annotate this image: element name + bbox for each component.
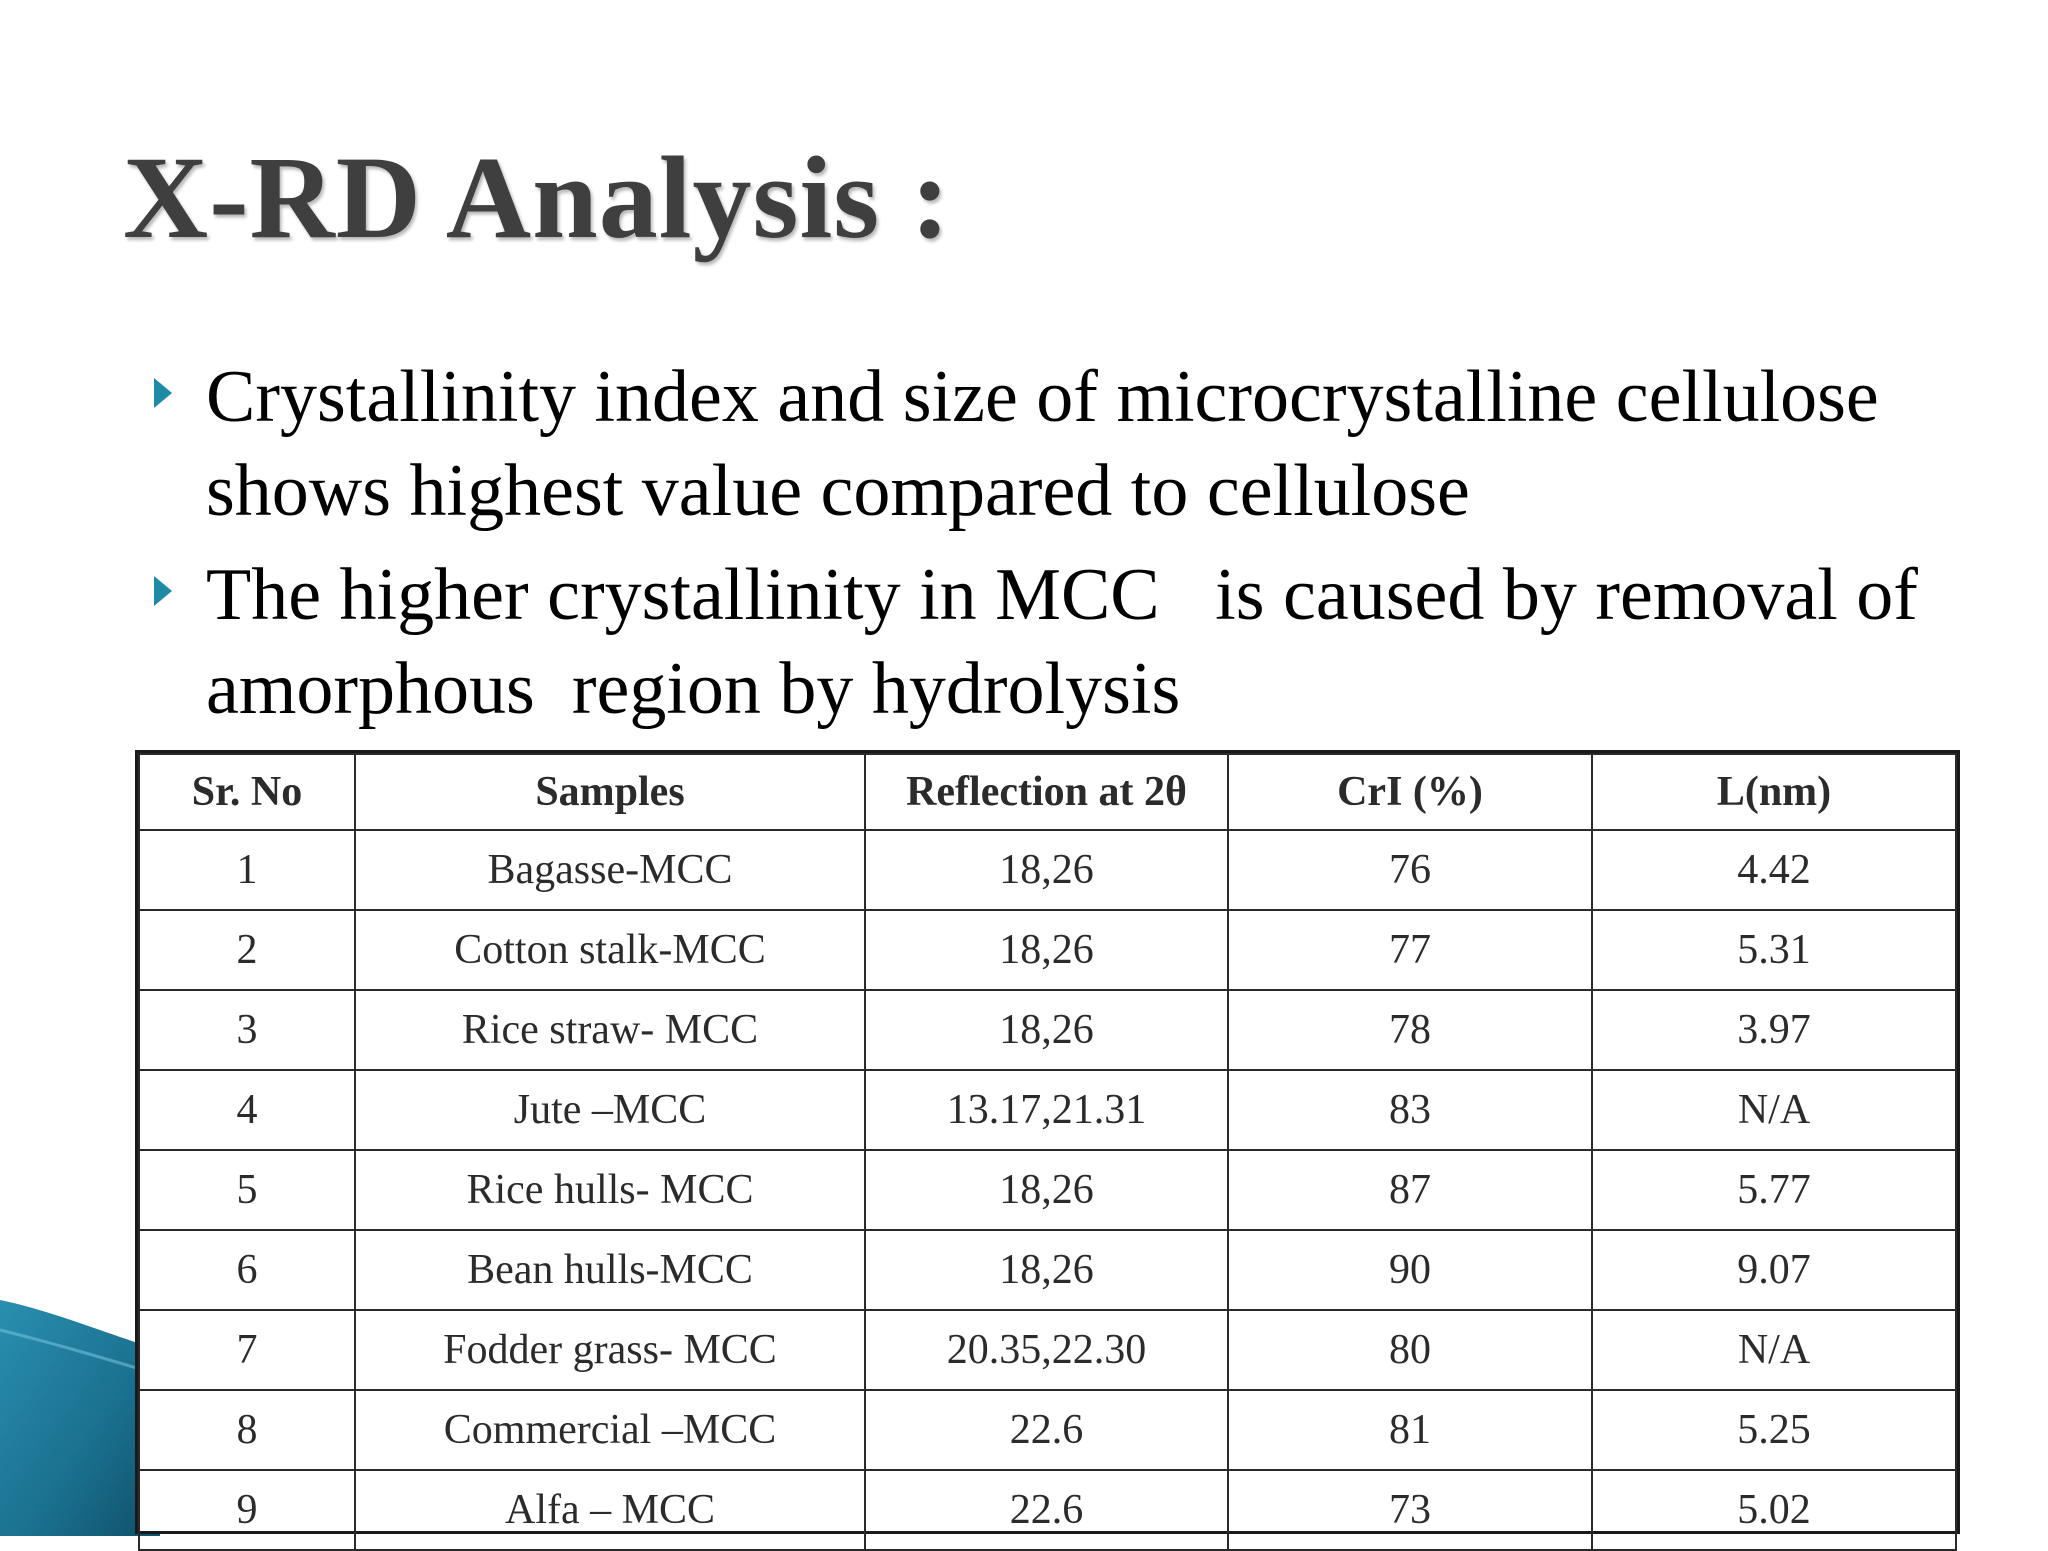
table-row: 2 Cotton stalk-MCC 18,26 77 5.31 xyxy=(138,909,1957,991)
cell-sr-no: 3 xyxy=(138,989,356,1071)
cell-cri: 83 xyxy=(1227,1069,1593,1151)
cell-l-nm: 9.07 xyxy=(1591,1229,1957,1311)
cell-reflection: 18,26 xyxy=(864,1229,1229,1311)
cell-sample: Jute –MCC xyxy=(354,1069,866,1151)
cell-reflection: 18,26 xyxy=(864,909,1229,991)
cell-sample: Bagasse-MCC xyxy=(354,829,866,911)
cell-l-nm: N/A xyxy=(1591,1069,1957,1151)
table-row: 5 Rice hulls- MCC 18,26 87 5.77 xyxy=(138,1149,1957,1231)
cell-sr-no: 8 xyxy=(138,1389,356,1471)
bullet-text: The higher crystallinity in MCC is cause… xyxy=(206,554,1937,730)
cell-reflection: 22.6 xyxy=(864,1469,1229,1551)
table-row: 6 Bean hulls-MCC 18,26 90 9.07 xyxy=(138,1229,1957,1311)
cell-sr-no: 6 xyxy=(138,1229,356,1311)
cell-sr-no: 9 xyxy=(138,1469,356,1551)
cell-l-nm: 5.31 xyxy=(1591,909,1957,991)
table-row: 7 Fodder grass- MCC 20.35,22.30 80 N/A xyxy=(138,1309,1957,1391)
cell-sample: Bean hulls-MCC xyxy=(354,1229,866,1311)
cell-cri: 77 xyxy=(1227,909,1593,991)
cell-cri: 90 xyxy=(1227,1229,1593,1311)
cell-sr-no: 4 xyxy=(138,1069,356,1151)
table-row: 4 Jute –MCC 13.17,21.31 83 N/A xyxy=(138,1069,1957,1151)
cell-cri: 81 xyxy=(1227,1389,1593,1471)
column-header-sr-no: Sr. No xyxy=(138,753,356,831)
table-row: 8 Commercial –MCC 22.6 81 5.25 xyxy=(138,1389,1957,1471)
data-table: Sr. No Samples Reflection at 2θ CrI (%) … xyxy=(138,753,1957,1551)
cell-l-nm: 5.02 xyxy=(1591,1469,1957,1551)
cell-l-nm: 3.97 xyxy=(1591,989,1957,1071)
cell-sample: Fodder grass- MCC xyxy=(354,1309,866,1391)
triangle-bullet-icon xyxy=(154,378,172,408)
slide-title: X-RD Analysis : xyxy=(123,132,951,263)
cell-cri: 76 xyxy=(1227,829,1593,911)
cell-sr-no: 5 xyxy=(138,1149,356,1231)
cell-cri: 73 xyxy=(1227,1469,1593,1551)
bullet-item: The higher crystallinity in MCC is cause… xyxy=(150,548,2030,736)
cell-l-nm: 5.25 xyxy=(1591,1389,1957,1471)
table-row: 3 Rice straw- MCC 18,26 78 3.97 xyxy=(138,989,1957,1071)
cell-l-nm: 4.42 xyxy=(1591,829,1957,911)
cell-reflection: 18,26 xyxy=(864,829,1229,911)
cell-sample: Cotton stalk-MCC xyxy=(354,909,866,991)
table-row: 9 Alfa – MCC 22.6 73 5.02 xyxy=(138,1469,1957,1551)
column-header-cri: CrI (%) xyxy=(1227,753,1593,831)
cell-sample: Alfa – MCC xyxy=(354,1469,866,1551)
cell-cri: 78 xyxy=(1227,989,1593,1071)
cell-reflection: 20.35,22.30 xyxy=(864,1309,1229,1391)
cell-sample: Rice straw- MCC xyxy=(354,989,866,1071)
xrd-results-table: Sr. No Samples Reflection at 2θ CrI (%) … xyxy=(135,750,1960,1551)
column-header-samples: Samples xyxy=(354,753,866,831)
cell-sample: Commercial –MCC xyxy=(354,1389,866,1471)
triangle-bullet-icon xyxy=(154,576,172,606)
cell-reflection: 13.17,21.31 xyxy=(864,1069,1229,1151)
bullet-list: Crystallinity index and size of microcry… xyxy=(150,350,2030,746)
cell-sr-no: 2 xyxy=(138,909,356,991)
column-header-l-nm: L(nm) xyxy=(1591,753,1957,831)
table-header-row: Sr. No Samples Reflection at 2θ CrI (%) … xyxy=(138,753,1957,831)
cell-reflection: 18,26 xyxy=(864,1149,1229,1231)
cell-sr-no: 1 xyxy=(138,829,356,911)
table-row: 1 Bagasse-MCC 18,26 76 4.42 xyxy=(138,829,1957,911)
cell-reflection: 18,26 xyxy=(864,989,1229,1071)
cell-cri: 87 xyxy=(1227,1149,1593,1231)
cell-cri: 80 xyxy=(1227,1309,1593,1391)
cell-l-nm: N/A xyxy=(1591,1309,1957,1391)
bullet-text: Crystallinity index and size of microcry… xyxy=(206,356,1898,532)
cell-sample: Rice hulls- MCC xyxy=(354,1149,866,1231)
cell-l-nm: 5.77 xyxy=(1591,1149,1957,1231)
cell-reflection: 22.6 xyxy=(864,1389,1229,1471)
bullet-item: Crystallinity index and size of microcry… xyxy=(150,350,2030,538)
cell-sr-no: 7 xyxy=(138,1309,356,1391)
column-header-reflection: Reflection at 2θ xyxy=(864,753,1229,831)
